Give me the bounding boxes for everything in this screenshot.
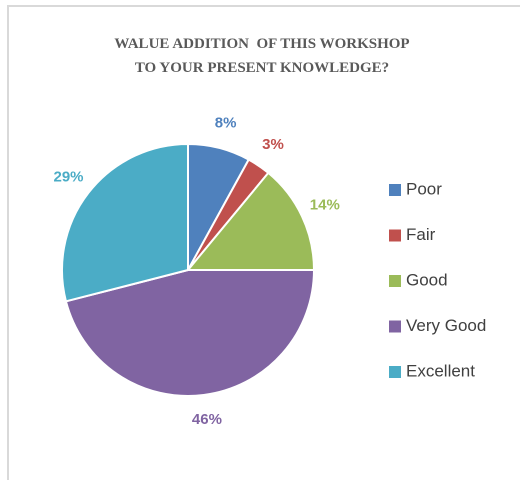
legend-label: Good: [406, 270, 448, 289]
data-label: 8%: [215, 115, 237, 132]
data-label: 14%: [310, 197, 340, 214]
legend-label: Very Good: [406, 316, 486, 335]
pie-slice: [64, 269, 316, 397]
legend-swatch: [389, 275, 401, 287]
legend-swatch: [389, 184, 401, 196]
legend-swatch: [389, 229, 401, 242]
data-label: 29%: [54, 168, 84, 185]
legend-label: Fair: [406, 225, 436, 244]
legend-label: Excellent: [406, 361, 475, 380]
data-label: 46%: [192, 411, 222, 428]
data-label: 3%: [262, 136, 284, 153]
pie-slice: [61, 142, 189, 303]
chart-title: TO YOUR PRESENT KNOWLEDGE?: [135, 60, 389, 76]
chart-border: [7, 5, 520, 480]
legend-label: Poor: [406, 179, 442, 198]
legend-swatch: [389, 366, 401, 378]
pie-slice: [185, 171, 316, 271]
chart-title: WALUE ADDITION OF THIS WORKSHOP: [114, 36, 409, 52]
legend-swatch: [389, 320, 401, 333]
